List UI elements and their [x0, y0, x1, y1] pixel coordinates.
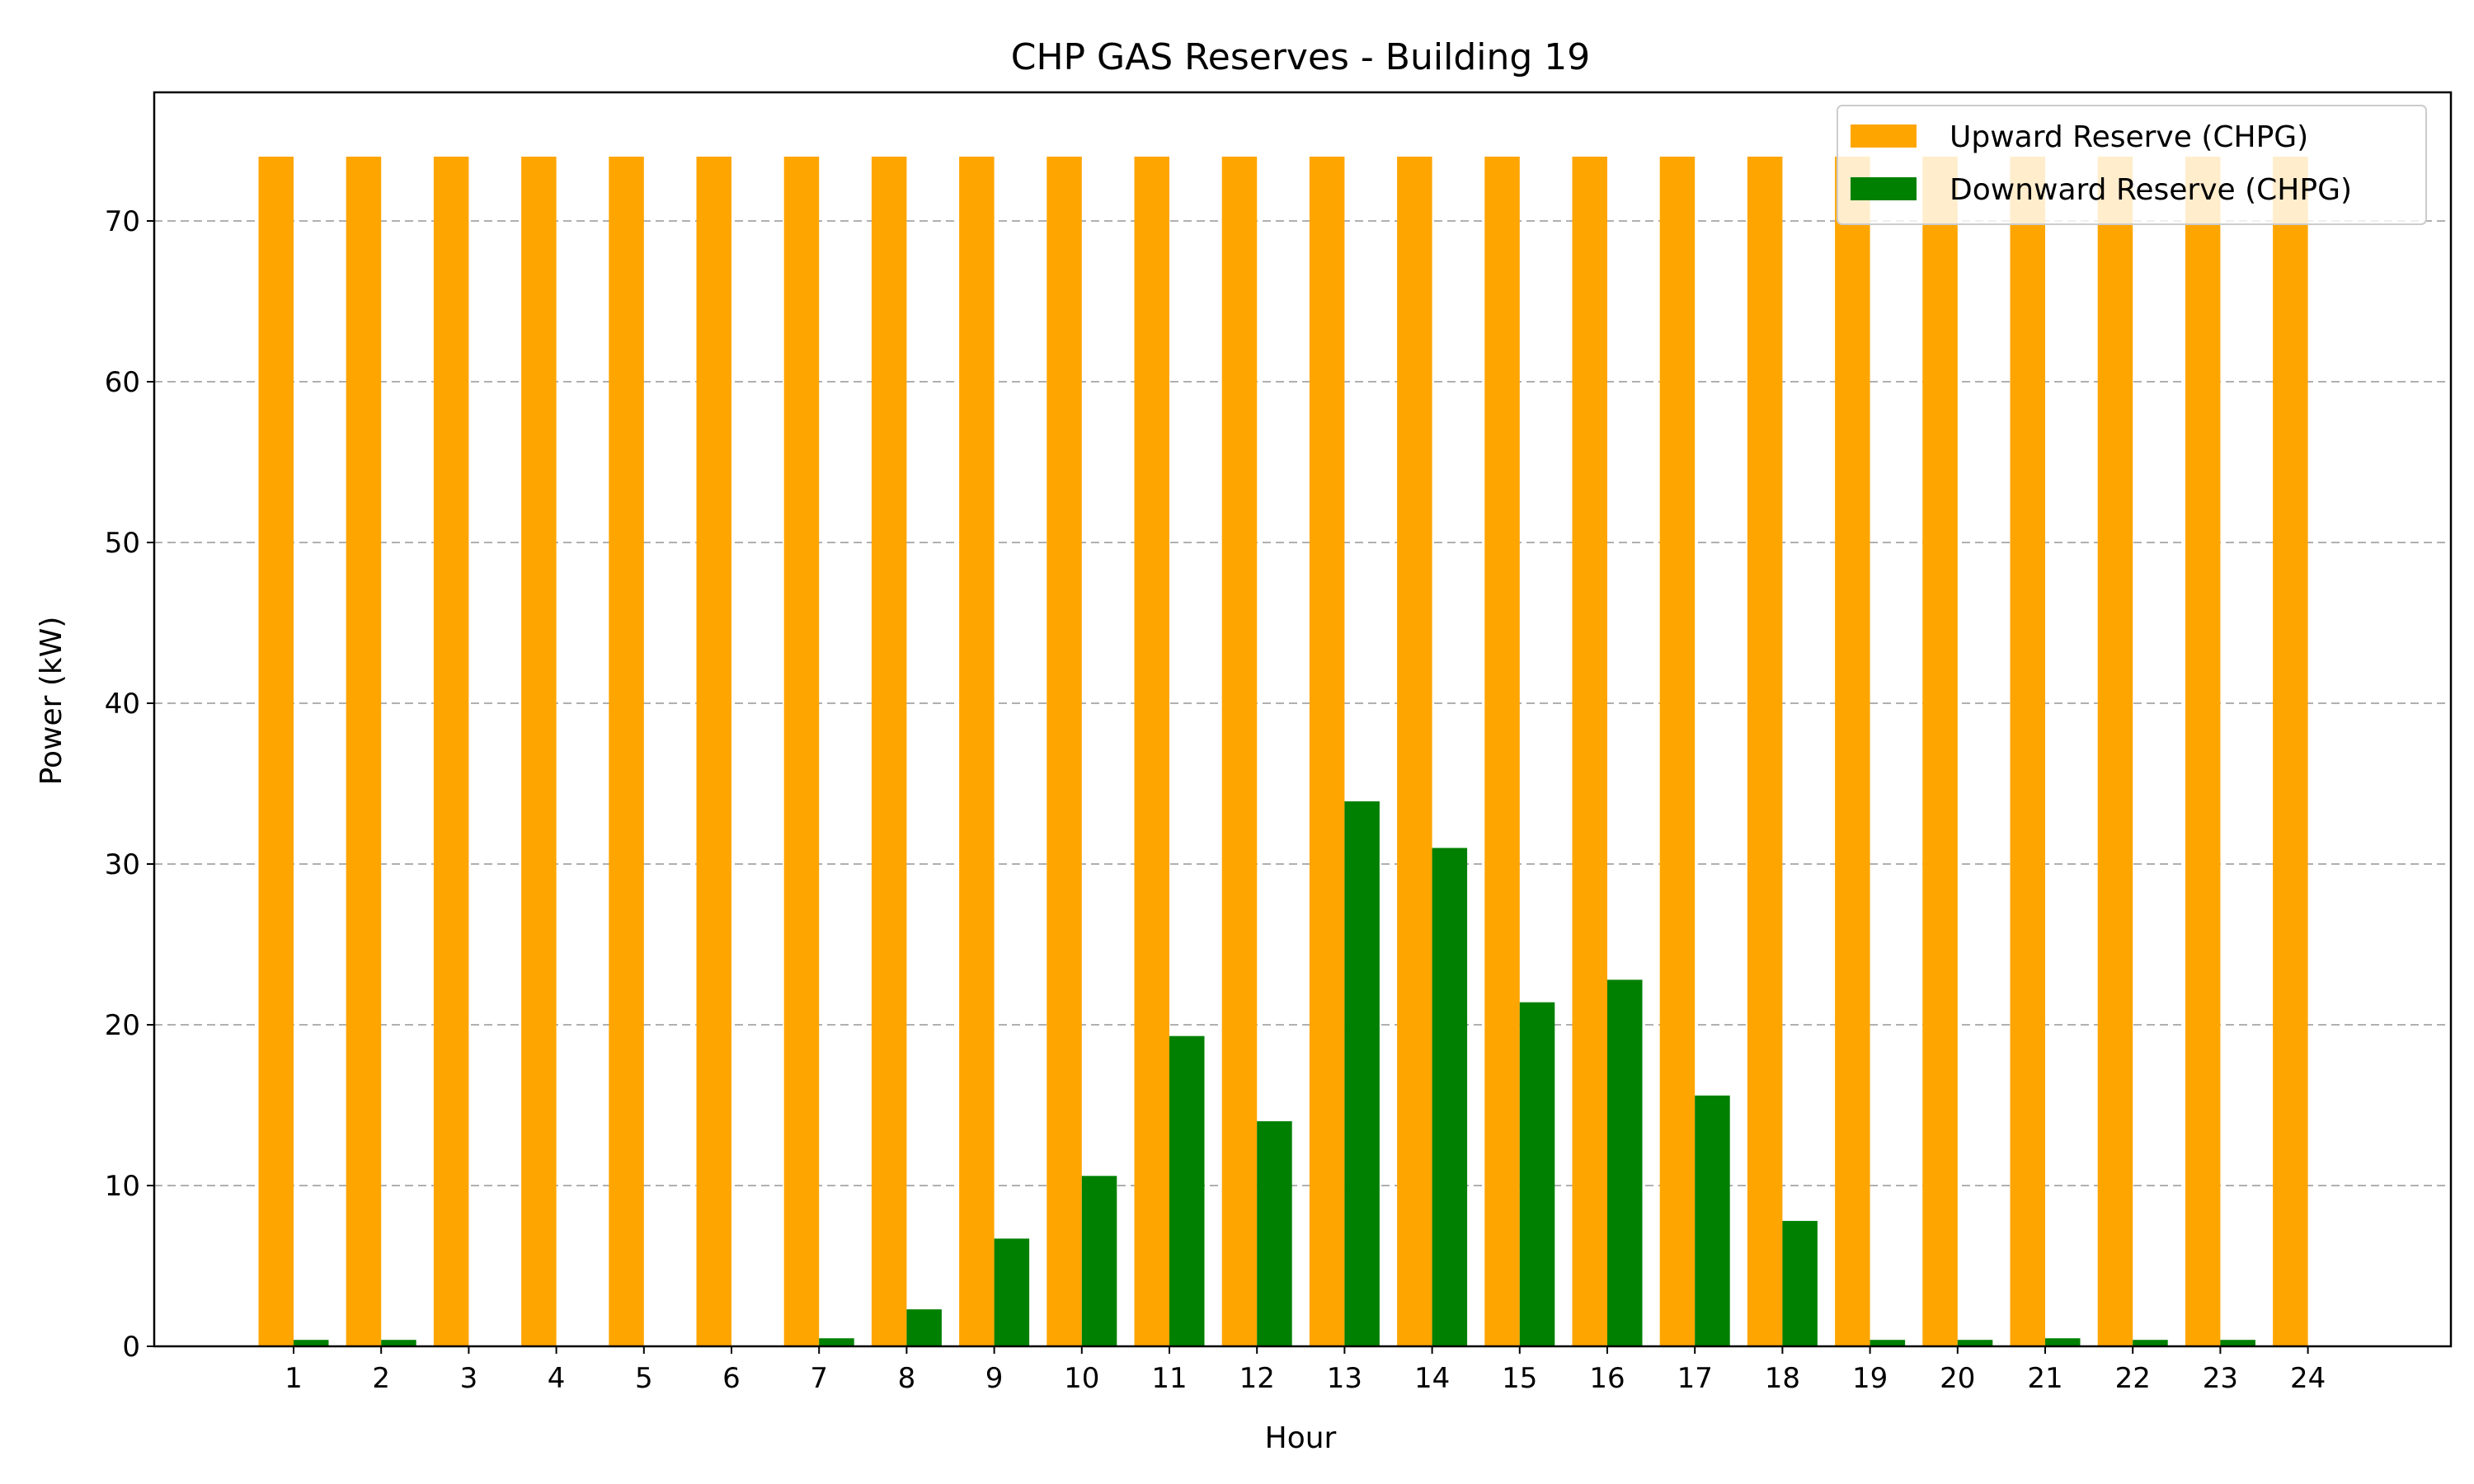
- y-tick-label: 20: [105, 1009, 140, 1042]
- downward-reserve-bar: [2220, 1340, 2255, 1346]
- x-tick-label: 3: [460, 1362, 478, 1395]
- x-tick-label: 12: [1239, 1362, 1275, 1395]
- x-tick-label: 6: [722, 1362, 741, 1395]
- legend-swatch-downward: [1851, 177, 1917, 200]
- upward-reserve-bar: [1134, 157, 1169, 1346]
- x-axis: 1 2 3 4 5 6 7 8 9 10 11 12 13 14 15 16 17 18 19 20 21 22 23 24: [285, 1346, 2326, 1395]
- downward-reserve-bar: [819, 1338, 854, 1346]
- chart-title: CHP GAS Reserves - Building 19: [1011, 36, 1591, 78]
- legend-label-downward: Downward Reserve (CHPG): [1950, 173, 2352, 207]
- downward-reserve-bar: [2133, 1340, 2168, 1346]
- x-tick-label: 17: [1677, 1362, 1713, 1395]
- x-tick-label: 14: [1414, 1362, 1450, 1395]
- downward-reserve-bar: [294, 1340, 329, 1346]
- x-tick-label: 5: [635, 1362, 653, 1395]
- downward-reserve-bar: [1081, 1176, 1117, 1346]
- downward-reserve-bar: [906, 1309, 942, 1346]
- upward-reserve-bar: [783, 157, 820, 1346]
- upward-reserve-bar: [2010, 157, 2045, 1346]
- upward-reserve-bar: [1221, 157, 1258, 1346]
- legend: Upward Reserve (CHPG) Downward Reserve (…: [1837, 105, 2427, 225]
- upward-reserve-bar: [1835, 157, 1870, 1346]
- upward-reserve-bar: [1047, 157, 1082, 1346]
- downward-reserve-bar: [994, 1238, 1030, 1346]
- x-tick-label: 24: [2290, 1362, 2326, 1395]
- y-axis: 0 10 20 30 40 50 60 70: [105, 205, 154, 1364]
- x-tick-label: 21: [2027, 1362, 2062, 1395]
- x-tick-label: 7: [810, 1362, 828, 1395]
- downward-reserve-bar: [1782, 1220, 1818, 1346]
- upward-reserve-bar: [696, 157, 731, 1346]
- upward-reserve-bar: [871, 157, 907, 1346]
- upward-reserve-bar: [346, 157, 382, 1346]
- upward-reserve-bar: [1922, 157, 1958, 1346]
- x-tick-label: 9: [985, 1362, 1004, 1395]
- x-tick-label: 18: [1765, 1362, 1800, 1395]
- upward-reserve-bar: [433, 157, 469, 1346]
- y-tick-label: 30: [105, 848, 140, 881]
- bars: [258, 157, 2308, 1346]
- legend-swatch-upward: [1851, 124, 1917, 148]
- downward-reserve-bar: [1169, 1036, 1205, 1346]
- legend-box: [1837, 105, 2427, 225]
- y-tick-label: 10: [105, 1170, 140, 1203]
- downward-reserve-bar: [1432, 848, 1468, 1346]
- downward-reserve-bar: [1957, 1340, 1993, 1346]
- x-tick-label: 16: [1589, 1362, 1625, 1395]
- x-tick-label: 11: [1151, 1362, 1187, 1395]
- x-tick-label: 4: [548, 1362, 566, 1395]
- upward-reserve-bar: [1747, 157, 1783, 1346]
- x-tick-label: 19: [1852, 1362, 1888, 1395]
- x-tick-label: 22: [2115, 1362, 2151, 1395]
- downward-reserve-bar: [1344, 801, 1380, 1346]
- x-tick-label: 13: [1327, 1362, 1362, 1395]
- upward-reserve-bar: [1572, 157, 1607, 1346]
- y-tick-label: 0: [122, 1331, 140, 1364]
- upward-reserve-bar: [1397, 157, 1432, 1346]
- y-tick-label: 70: [105, 205, 140, 238]
- x-tick-label: 23: [2203, 1362, 2238, 1395]
- plot-frame: [153, 91, 2453, 1348]
- x-tick-label: 20: [1940, 1362, 1975, 1395]
- y-axis-label: Power (kW): [35, 617, 68, 786]
- downward-reserve-bar: [381, 1340, 416, 1346]
- y-tick-label: 60: [105, 366, 140, 399]
- upward-reserve-bar: [2273, 157, 2308, 1346]
- upward-reserve-bar: [1484, 157, 1520, 1346]
- upward-reserve-bar: [1659, 157, 1696, 1346]
- downward-reserve-bar: [1257, 1121, 1292, 1346]
- upward-reserve-bar: [959, 157, 995, 1346]
- upward-reserve-bar: [609, 157, 644, 1346]
- upward-reserve-bar: [2097, 157, 2133, 1346]
- x-tick-label: 1: [285, 1362, 303, 1395]
- x-tick-label: 2: [372, 1362, 390, 1395]
- x-tick-label: 15: [1502, 1362, 1537, 1395]
- y-tick-label: 40: [105, 688, 140, 721]
- upward-reserve-bar: [2185, 157, 2221, 1346]
- downward-reserve-bar: [2045, 1338, 2081, 1346]
- y-tick-label: 50: [105, 527, 140, 560]
- downward-reserve-bar: [1519, 1002, 1555, 1346]
- legend-label-upward: Upward Reserve (CHPG): [1950, 120, 2308, 154]
- x-axis-label: Hour: [1265, 1421, 1337, 1455]
- x-tick-label: 8: [898, 1362, 916, 1395]
- downward-reserve-bar: [1695, 1095, 1730, 1346]
- downward-reserve-bar: [1870, 1340, 1906, 1346]
- x-tick-label: 10: [1064, 1362, 1099, 1395]
- upward-reserve-bar: [258, 157, 294, 1346]
- upward-reserve-bar: [521, 157, 557, 1346]
- upward-reserve-bar: [1309, 157, 1345, 1346]
- downward-reserve-bar: [1607, 979, 1643, 1346]
